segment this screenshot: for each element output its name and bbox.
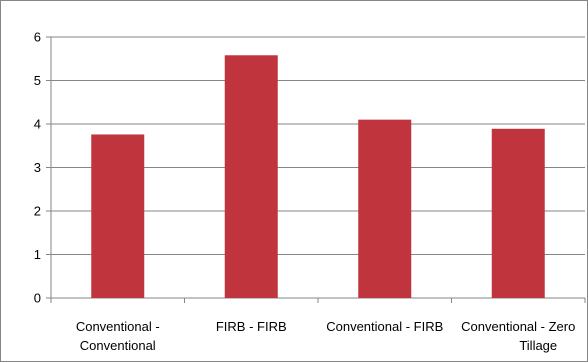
y-tick-label: 6 — [34, 30, 41, 45]
bar-1 — [91, 134, 145, 298]
category-label: Conventional — [80, 338, 156, 353]
category-label: FIRB - FIRB — [216, 319, 287, 334]
category-label: Conventional - — [76, 319, 160, 334]
y-tick-label: 0 — [34, 291, 41, 306]
bar-3 — [358, 119, 412, 299]
labels: 0 1 2 3 4 5 6 Conventional - Conventional FIRB - … — [34, 30, 576, 354]
category-label: Conventional - Zero — [461, 319, 575, 334]
y-tick-label: 2 — [34, 204, 41, 219]
bar-4 — [491, 128, 545, 298]
y-tick-label: 3 — [34, 160, 41, 175]
y-tick-label: 1 — [34, 247, 41, 262]
y-tick-label: 4 — [34, 117, 41, 132]
y-tick-label: 5 — [34, 73, 41, 88]
category-label: Tillage — [519, 338, 557, 353]
bar-2 — [224, 55, 278, 298]
category-label: Conventional - FIRB — [326, 319, 443, 334]
bars — [91, 55, 545, 299]
